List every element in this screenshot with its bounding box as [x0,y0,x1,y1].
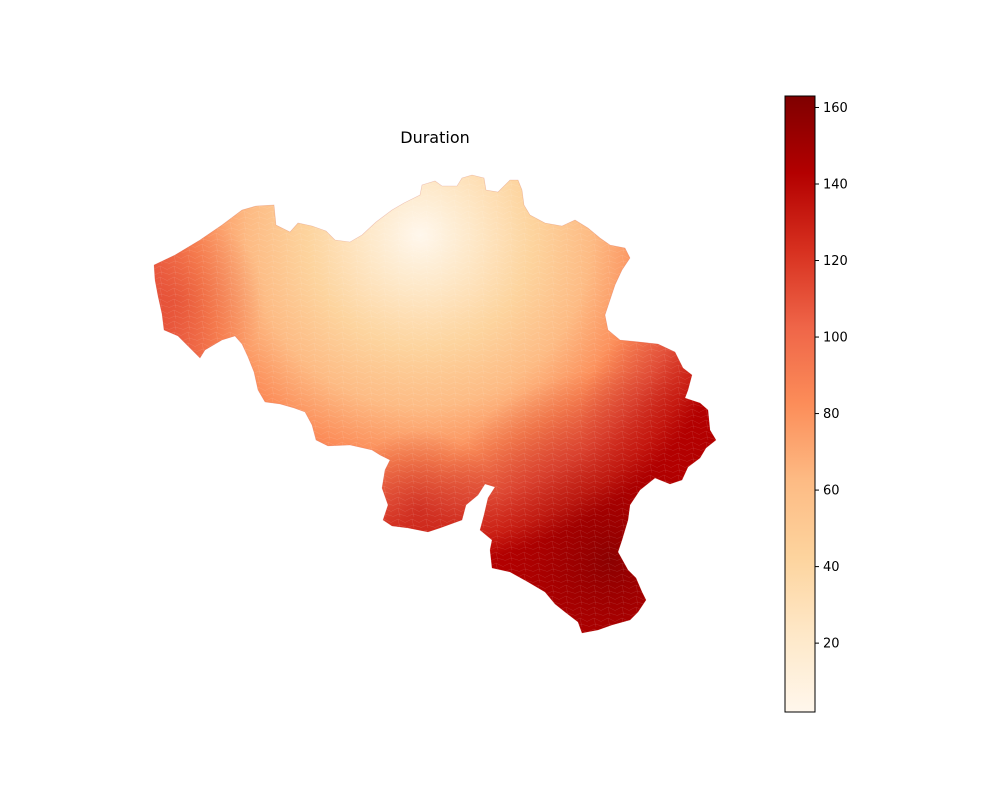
colorbar-tick-label: 20 [823,637,840,652]
colorbar-tick-label: 60 [823,484,840,499]
colorbar-tick-label: 160 [823,101,848,116]
municipal-borders [154,175,716,633]
colorbar-tick-label: 80 [823,407,840,422]
colorbar-ticks: 20 40 60 80 100 120 140 160 [815,101,848,652]
colorbar-tick-label: 40 [823,560,840,575]
map-title: Duration [400,128,470,147]
colorbar-tick-label: 100 [823,331,848,346]
colorbar-tick-label: 140 [823,178,848,193]
belgium-choropleth [154,175,716,633]
colorbar-tick-label: 120 [823,254,848,269]
colorbar: 20 40 60 80 100 120 140 160 [784,95,848,713]
belgium-outline [153,174,717,634]
colorbar-gradient [784,95,816,713]
